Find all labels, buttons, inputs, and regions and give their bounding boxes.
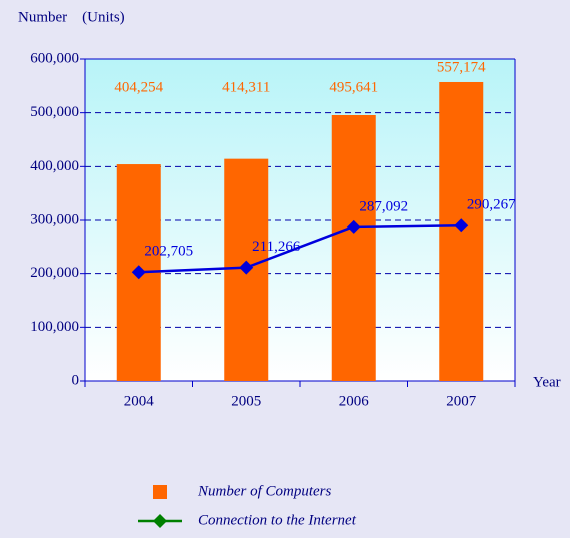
line-value-label: 290,267 <box>467 197 516 213</box>
y-tick-label: 100,000 <box>30 319 79 335</box>
line-value-label: 287,092 <box>359 198 408 214</box>
legend-label: Number of Computers <box>197 483 332 499</box>
point <box>454 218 469 233</box>
bar <box>331 115 376 382</box>
line-value-label: 202,705 <box>144 244 193 260</box>
y-tick-label: 0 <box>72 372 80 388</box>
x-axis-label: Year <box>533 374 561 390</box>
y-tick-label: 500,000 <box>30 104 79 120</box>
bar-value-label: 557,174 <box>437 59 486 75</box>
y-tick-label: 400,000 <box>30 158 79 174</box>
y-tick-label: 600,000 <box>30 50 79 66</box>
legend-swatch <box>153 485 167 499</box>
line <box>138 223 462 274</box>
legend-label: Connection to the Internet <box>198 512 357 528</box>
x-tick-label: 2006 <box>339 393 370 409</box>
bar-value-label: 404,254 <box>114 79 163 95</box>
x-tick-label: 2004 <box>124 393 155 409</box>
y-axis-label: Number (Units) <box>18 9 125 25</box>
point <box>346 219 361 234</box>
legend-marker <box>153 514 167 528</box>
point <box>131 265 146 280</box>
bar-value-label: 414,311 <box>222 79 270 95</box>
x-tick-label: 2005 <box>231 393 261 409</box>
y-tick-label: 200,000 <box>30 265 79 281</box>
point <box>239 260 254 275</box>
bar-value-label: 495,641 <box>329 79 378 95</box>
x-tick-label: 2007 <box>446 393 477 409</box>
line-value-label: 211,266 <box>252 239 301 255</box>
y-tick-label: 300,000 <box>30 211 79 227</box>
